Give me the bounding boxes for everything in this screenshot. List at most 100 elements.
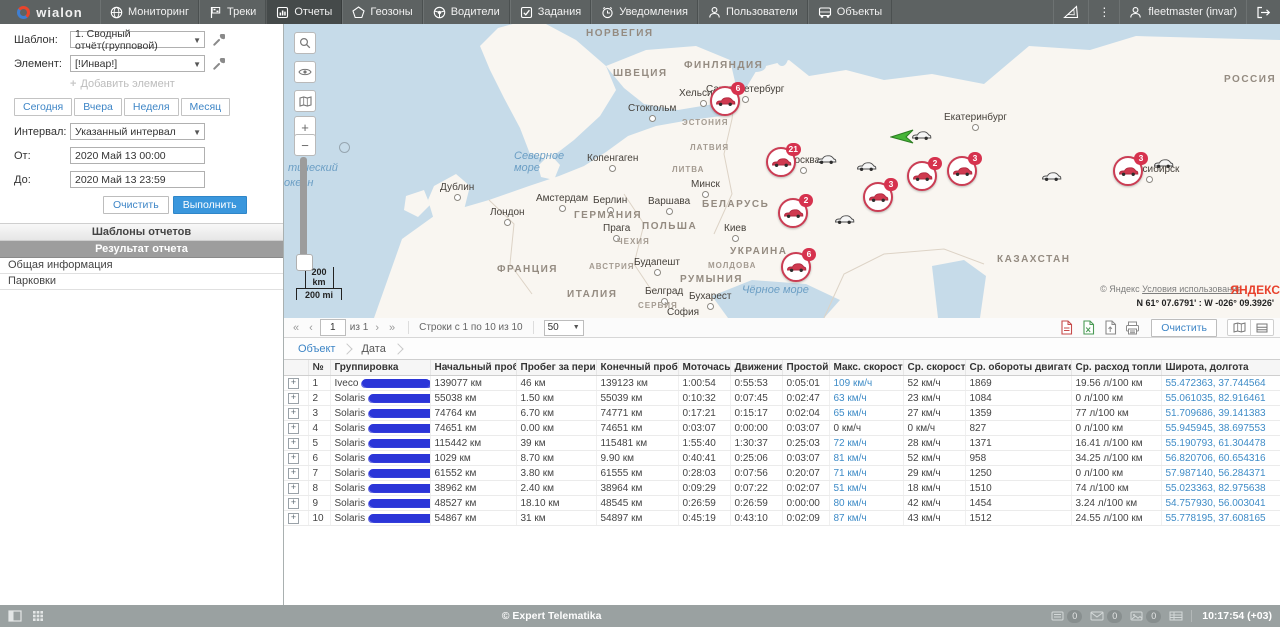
export-file-button[interactable] bbox=[1101, 320, 1119, 336]
unit-car-marker[interactable] bbox=[856, 159, 877, 177]
tab-date[interactable]: Дата bbox=[361, 343, 385, 355]
template-select[interactable]: 1. Сводный отчёт(групповой)▼ bbox=[70, 31, 205, 48]
coords-cell[interactable]: 55.061035, 82.916461 bbox=[1161, 391, 1280, 406]
coords-cell[interactable]: 56.820706, 60.654316 bbox=[1161, 451, 1280, 466]
add-element-button[interactable]: + Добавить элемент bbox=[70, 78, 283, 90]
column-header[interactable]: Ср. скорость bbox=[903, 360, 965, 376]
expand-row-icon[interactable]: + bbox=[288, 378, 299, 389]
menu-item-drivers[interactable]: Водители bbox=[423, 0, 510, 24]
current-user[interactable]: fleetmaster (invar) bbox=[1119, 0, 1246, 24]
template-settings-button[interactable] bbox=[213, 34, 225, 46]
notifications-counter[interactable]: 0 bbox=[1051, 610, 1082, 623]
menu-item-reports[interactable]: Отчеты bbox=[266, 0, 342, 24]
column-header[interactable]: № bbox=[308, 360, 330, 376]
menu-item-notifications[interactable]: Уведомления bbox=[591, 0, 698, 24]
vmax-cell[interactable]: 63 км/ч bbox=[829, 391, 903, 406]
column-header[interactable]: Группировка bbox=[330, 360, 430, 376]
column-header[interactable]: Моточасы bbox=[678, 360, 730, 376]
unit-car-marker[interactable] bbox=[1041, 169, 1062, 187]
column-header[interactable]: Движение bbox=[730, 360, 782, 376]
expand-row-icon[interactable]: + bbox=[288, 453, 299, 464]
coords-cell[interactable]: 51.709686, 39.141383 bbox=[1161, 406, 1280, 421]
export-pdf-button[interactable] bbox=[1057, 320, 1075, 336]
expand-row-icon[interactable]: + bbox=[288, 408, 299, 419]
print-button[interactable] bbox=[1123, 320, 1141, 336]
coords-cell[interactable]: 55.190793, 61.304478 bbox=[1161, 436, 1280, 451]
table-row[interactable]: +10Solaris54867 км31 км54897 км0:45:190:… bbox=[284, 511, 1280, 526]
terms-of-use-link[interactable]: Условия использования bbox=[1142, 284, 1242, 294]
coords-cell[interactable]: 55.945945, 38.697553 bbox=[1161, 421, 1280, 436]
table-view-toggle[interactable] bbox=[1250, 320, 1273, 335]
prev-page-button[interactable]: ‹ bbox=[306, 322, 316, 334]
section-report-result[interactable]: Результат отчета bbox=[0, 241, 283, 258]
table-row[interactable]: +5Solaris115442 км39 км115481 км1:55:401… bbox=[284, 436, 1280, 451]
range-week-button[interactable]: Неделя bbox=[124, 98, 179, 116]
clear-button[interactable]: Очистить bbox=[103, 196, 169, 214]
execute-button[interactable]: Выполнить bbox=[173, 196, 247, 214]
first-page-button[interactable]: « bbox=[290, 322, 302, 334]
map-search-button[interactable] bbox=[294, 32, 316, 54]
map-layers-button[interactable] bbox=[294, 90, 316, 112]
tab-object[interactable]: Объект bbox=[298, 343, 335, 355]
menu-item-users[interactable]: Пользователи bbox=[698, 0, 808, 24]
column-header[interactable]: Широта, долгота bbox=[1161, 360, 1280, 376]
next-page-button[interactable]: › bbox=[372, 322, 382, 334]
map-zoom-slider-handle[interactable] bbox=[296, 254, 313, 271]
tools-button[interactable] bbox=[1053, 0, 1088, 24]
range-month-button[interactable]: Месяц bbox=[181, 98, 231, 116]
table-row[interactable]: +2Solaris55038 км1.50 км55039 км0:10:320… bbox=[284, 391, 1280, 406]
from-date-input[interactable] bbox=[70, 147, 205, 164]
unit-cluster-marker[interactable]: 3 bbox=[1113, 156, 1143, 186]
unit-cluster-marker[interactable]: 3 bbox=[863, 182, 893, 212]
column-header[interactable]: Ср. обороты двигателя bbox=[965, 360, 1071, 376]
menu-item-monitoring[interactable]: Мониторинг bbox=[100, 0, 199, 24]
messages-counter[interactable]: 0 bbox=[1090, 610, 1122, 623]
map-zoom-out-button[interactable]: − bbox=[294, 134, 316, 156]
coords-cell[interactable]: 57.987140, 56.284371 bbox=[1161, 466, 1280, 481]
map-view-toggle[interactable] bbox=[1228, 320, 1250, 335]
last-page-button[interactable]: » bbox=[386, 322, 398, 334]
coords-cell[interactable]: 54.757930, 56.003041 bbox=[1161, 496, 1280, 511]
coords-cell[interactable]: 55.778195, 37.608165 bbox=[1161, 511, 1280, 526]
page-number-input[interactable] bbox=[320, 319, 346, 336]
report-clear-button[interactable]: Очистить bbox=[1151, 319, 1217, 337]
expand-row-icon[interactable]: + bbox=[288, 393, 299, 404]
vmax-cell[interactable]: 72 км/ч bbox=[829, 436, 903, 451]
range-today-button[interactable]: Сегодня bbox=[14, 98, 72, 116]
vmax-cell[interactable]: 71 км/ч bbox=[829, 466, 903, 481]
more-menu-button[interactable]: ⋮ bbox=[1088, 0, 1119, 24]
expand-row-icon[interactable]: + bbox=[288, 483, 299, 494]
menu-item-tracks[interactable]: Треки bbox=[199, 0, 266, 24]
table-row[interactable]: +9Solaris48527 км18.10 км48545 км0:26:59… bbox=[284, 496, 1280, 511]
unit-car-marker[interactable] bbox=[911, 128, 932, 146]
range-yesterday-button[interactable]: Вчера bbox=[74, 98, 122, 116]
table-row[interactable]: +6Solaris1029 км8.70 км9.90 км0:40:410:2… bbox=[284, 451, 1280, 466]
table-row[interactable]: +4Solaris74651 км0.00 км74651 км0:03:070… bbox=[284, 421, 1280, 436]
vmax-cell[interactable]: 87 км/ч bbox=[829, 511, 903, 526]
section-report-templates[interactable]: Шаблоны отчетов bbox=[0, 223, 283, 241]
menu-item-jobs[interactable]: Задания bbox=[510, 0, 591, 24]
column-header[interactable]: Пробег за период bbox=[516, 360, 596, 376]
table-row[interactable]: +1Iveco139077 км46 км139123 км1:00:540:5… bbox=[284, 376, 1280, 391]
export-excel-button[interactable] bbox=[1079, 320, 1097, 336]
map-zoom-slider-track[interactable] bbox=[300, 157, 307, 267]
unit-cluster-marker[interactable]: 6 bbox=[710, 86, 740, 116]
expand-row-icon[interactable]: + bbox=[288, 438, 299, 449]
column-header[interactable]: Начальный пробег bbox=[430, 360, 516, 376]
vmax-cell[interactable]: 81 км/ч bbox=[829, 451, 903, 466]
logout-button[interactable] bbox=[1246, 0, 1280, 24]
unit-cluster-marker[interactable]: 21 bbox=[766, 147, 796, 177]
result-item-parkings[interactable]: Парковки bbox=[0, 274, 283, 290]
expand-row-icon[interactable]: + bbox=[288, 468, 299, 479]
unit-car-marker[interactable] bbox=[1153, 156, 1174, 174]
expand-row-icon[interactable]: + bbox=[288, 498, 299, 509]
table-row[interactable]: +8Solaris38962 км2.40 км38964 км0:09:290… bbox=[284, 481, 1280, 496]
unit-car-marker[interactable] bbox=[816, 152, 837, 170]
unit-direction-arrow-marker[interactable] bbox=[890, 129, 914, 149]
element-select[interactable]: [!Инвар!]▼ bbox=[70, 55, 205, 72]
vmax-cell[interactable]: 80 км/ч bbox=[829, 496, 903, 511]
vmax-cell[interactable]: 51 км/ч bbox=[829, 481, 903, 496]
expand-row-icon[interactable]: + bbox=[288, 513, 299, 524]
map-visibility-button[interactable] bbox=[294, 61, 316, 83]
interval-select[interactable]: Указанный интервал▼ bbox=[70, 123, 205, 140]
